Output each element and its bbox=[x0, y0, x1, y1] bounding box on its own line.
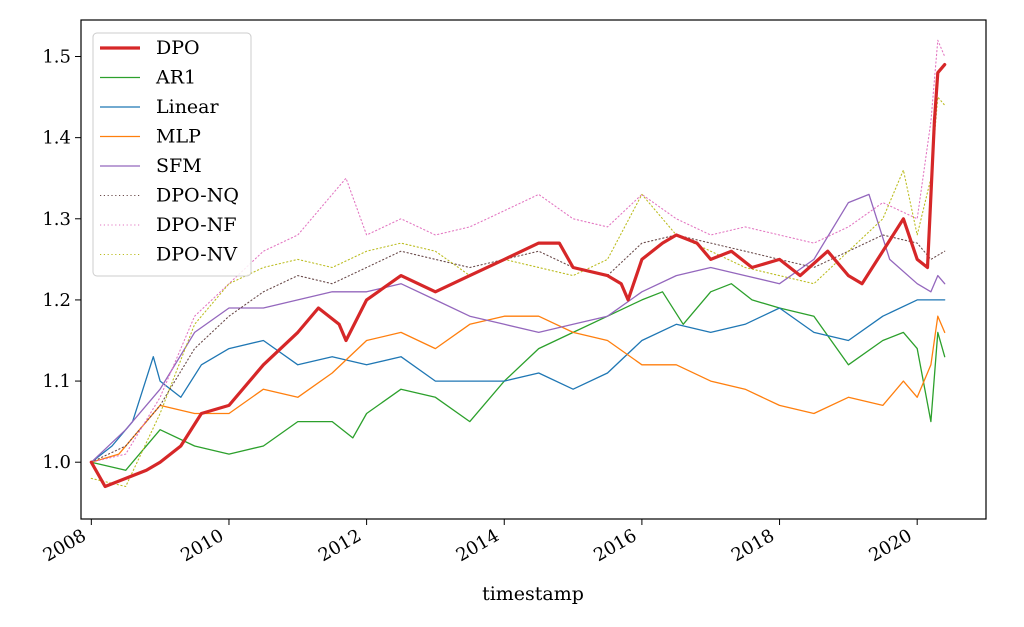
legend-box bbox=[92, 32, 252, 277]
y-tick-label: 1.1 bbox=[42, 371, 71, 392]
legend-label: MLP bbox=[156, 126, 201, 148]
series-line-mlp bbox=[90, 315, 946, 463]
series-line-dpo-nv bbox=[90, 96, 946, 488]
y-tick-label: 1.4 bbox=[42, 128, 71, 149]
legend-label: Linear bbox=[156, 96, 220, 118]
y-tick-label: 1.5 bbox=[42, 47, 71, 68]
legend-item-dpo-nf: DPO-NF bbox=[100, 214, 237, 236]
y-tick-label: 1.2 bbox=[42, 290, 71, 311]
legend-item-dpo-nq: DPO-NQ bbox=[100, 185, 239, 207]
x-axis-label: timestamp bbox=[482, 583, 584, 605]
legend-item-dpo-nv: DPO-NV bbox=[100, 244, 237, 266]
y-tick-label: 1.3 bbox=[42, 209, 71, 230]
legend-label: DPO-NF bbox=[156, 214, 237, 236]
legend-label: DPO-NV bbox=[156, 244, 237, 266]
legend-item-sfm: SFM bbox=[100, 155, 202, 177]
series-line-dpo bbox=[89, 62, 947, 489]
legend-label: DPO bbox=[156, 37, 200, 59]
series-layer bbox=[89, 39, 947, 489]
legend-item-linear: Linear bbox=[100, 96, 220, 118]
legend-label: AR1 bbox=[155, 67, 196, 89]
series-line-dpo-nf bbox=[90, 39, 946, 463]
legend-label: SFM bbox=[156, 155, 202, 177]
series-line-ar1 bbox=[90, 283, 946, 471]
legend: DPO AR1 Linear MLP SFM DPO-NQ DPO-NF DPO-NV bbox=[92, 32, 252, 277]
legend-item-ar1: AR1 bbox=[100, 67, 196, 89]
legend-item-dpo: DPO bbox=[100, 37, 200, 59]
series-line-sfm bbox=[90, 193, 946, 463]
plot-frame bbox=[80, 19, 987, 520]
y-axis: 1.0 1.1 1.2 1.3 1.4 1.5 bbox=[42, 47, 81, 473]
y-tick-label: 1.0 bbox=[42, 452, 71, 473]
legend-item-mlp: MLP bbox=[100, 126, 201, 148]
legend-label: DPO-NQ bbox=[156, 185, 239, 207]
series-line-linear bbox=[90, 299, 946, 463]
